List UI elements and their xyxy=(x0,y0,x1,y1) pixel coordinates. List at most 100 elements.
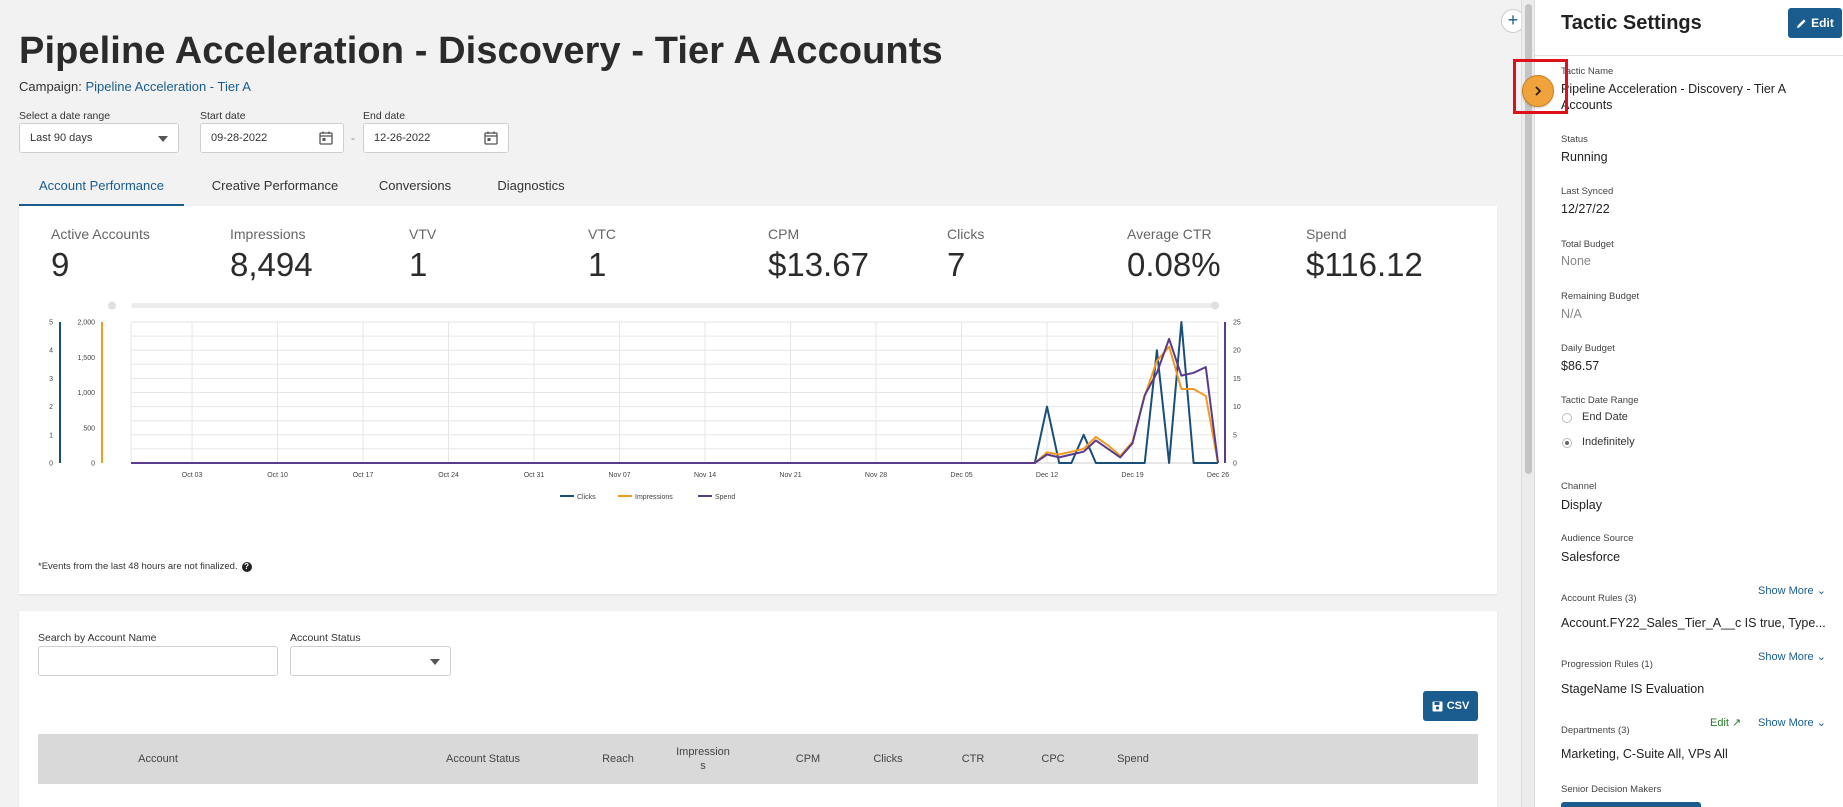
end-date-option[interactable]: End Date xyxy=(1582,411,1628,423)
departments-edit-link[interactable]: Edit ↗ xyxy=(1710,716,1741,729)
date-range-select[interactable]: Last 90 days xyxy=(19,123,179,153)
series-line-clicks xyxy=(131,321,1218,464)
start-date-value: 09-28-2022 xyxy=(211,132,268,144)
campaign-link[interactable]: Pipeline Acceleration - Tier A xyxy=(85,79,251,94)
column-header[interactable]: CTR xyxy=(961,753,985,765)
main-scrollbar[interactable] xyxy=(1521,0,1534,807)
account-rules-label: Account Rules (3) xyxy=(1561,593,1637,604)
show-more-label: Show More xyxy=(1758,717,1814,729)
x-tick-label: Oct 10 xyxy=(267,472,288,479)
metric-label: Average CTR xyxy=(1127,226,1212,242)
show-more-account-rules[interactable]: Show More ⌄ xyxy=(1758,584,1826,597)
tab-conversions[interactable]: Conversions xyxy=(378,178,452,193)
channel-value: Display xyxy=(1561,498,1602,512)
scrollbar-thumb[interactable] xyxy=(1525,4,1532,474)
metric-active-accounts: Active Accounts 9 xyxy=(51,226,150,284)
csv-export-button[interactable]: CSV xyxy=(1423,691,1478,721)
tab-creative-performance[interactable]: Creative Performance xyxy=(211,178,339,193)
spend-tick-label: 0 xyxy=(1233,461,1237,468)
column-header[interactable]: Account xyxy=(138,753,178,765)
range-slider-track xyxy=(131,303,1218,308)
metric-label: Active Accounts xyxy=(51,226,150,242)
start-date-input[interactable]: 09-28-2022 xyxy=(200,123,344,153)
last-synced-value: 12/27/22 xyxy=(1561,202,1610,216)
impressions-tick-label: 1,500 xyxy=(77,355,95,362)
column-header[interactable]: CPM xyxy=(795,753,821,765)
csv-label: CSV xyxy=(1446,700,1470,712)
tab-diagnostics[interactable]: Diagnostics xyxy=(497,178,565,193)
clicks-tick-label: 2 xyxy=(49,404,53,411)
column-header[interactable]: CPC xyxy=(1041,753,1065,765)
x-tick-label: Oct 17 xyxy=(353,472,374,479)
spend-tick-label: 15 xyxy=(1233,376,1241,383)
x-tick-label: Nov 07 xyxy=(608,472,630,479)
x-tick-label: Dec 12 xyxy=(1036,472,1058,479)
column-header[interactable]: Reach xyxy=(602,753,634,765)
remaining-budget-label: Remaining Budget xyxy=(1561,291,1640,302)
events-note: *Events from the last 48 hours are not f… xyxy=(38,561,252,572)
account-rules-value: Account.FY22_Sales_Tier_A__c IS true, Ty… xyxy=(1561,616,1826,630)
external-link-icon: ↗ xyxy=(1732,717,1742,729)
indefinitely-radio[interactable] xyxy=(1562,438,1572,448)
x-tick-label: Oct 24 xyxy=(438,472,459,479)
end-date-radio[interactable] xyxy=(1562,413,1572,423)
column-header[interactable]: Impression s xyxy=(676,746,730,772)
date-range-value: Last 90 days xyxy=(30,132,93,144)
calendar-icon[interactable] xyxy=(319,131,333,145)
metric-value: 9 xyxy=(51,246,70,283)
channel-label: Channel xyxy=(1561,481,1597,492)
column-header[interactable]: Spend xyxy=(1117,753,1149,765)
impressions-tick-label: 1,000 xyxy=(77,390,95,397)
end-date-value: 12-26-2022 xyxy=(374,132,431,144)
performance-chart: Oct 03 Oct 10 Oct 17 Oct 24 Oct 31 Nov 07 Nov … xyxy=(49,301,1241,501)
edit-button[interactable]: Edit xyxy=(1788,8,1842,38)
account-search-input[interactable] xyxy=(38,646,278,676)
tactic-name-label: Tactic Name xyxy=(1561,66,1614,77)
x-tick-label: Nov 28 xyxy=(865,472,887,479)
tab-account-performance[interactable]: Account Performance xyxy=(19,170,184,206)
progression-rules-value: StageName IS Evaluation xyxy=(1561,682,1705,696)
collapse-panel-button[interactable] xyxy=(1522,75,1554,107)
show-more-progression-rules[interactable]: Show More ⌄ xyxy=(1758,650,1826,663)
spend-tick-label: 20 xyxy=(1233,348,1241,355)
metric-cpm: CPM $13.67 xyxy=(768,226,869,284)
account-status-select[interactable] xyxy=(290,646,451,676)
question-icon[interactable]: ? xyxy=(241,561,252,572)
status-value: Running xyxy=(1561,150,1608,164)
panel-bottom-button[interactable] xyxy=(1561,802,1701,807)
save-icon xyxy=(1432,701,1443,711)
status-label: Status xyxy=(1561,134,1588,145)
date-range-label: Tactic Date Range xyxy=(1561,395,1639,406)
show-more-label: Show More xyxy=(1758,585,1814,597)
chevron-down-icon: ⌄ xyxy=(1816,585,1826,597)
metric-label: Spend xyxy=(1306,226,1347,242)
end-date-input[interactable]: 12-26-2022 xyxy=(363,123,509,153)
show-more-departments[interactable]: Show More ⌄ xyxy=(1758,716,1826,729)
main-content: Pipeline Acceleration - Discovery - Tier… xyxy=(19,30,1497,807)
accounts-table-header: Account Account Status Reach Impression … xyxy=(38,734,1478,784)
metric-vtc: VTC 1 xyxy=(588,226,616,284)
metric-value: 0.08% xyxy=(1127,246,1221,283)
accounts-card: Search by Account Name Account Status CS… xyxy=(19,611,1497,807)
clicks-tick-label: 3 xyxy=(49,376,53,383)
indefinitely-option[interactable]: Indefinitely xyxy=(1582,436,1635,448)
tab-bar: Account Performance Creative Performance… xyxy=(19,170,1497,206)
departments-edit-label: Edit xyxy=(1710,717,1729,729)
total-budget-value: None xyxy=(1561,254,1591,268)
clicks-tick-label: 5 xyxy=(49,320,53,327)
x-tick-label: Nov 14 xyxy=(694,472,716,479)
series-line-spend xyxy=(131,337,1219,464)
impressions-tick-label: 0 xyxy=(91,461,95,468)
x-tick-label: Oct 31 xyxy=(524,472,545,479)
column-header[interactable]: Account Status xyxy=(446,753,520,765)
metric-label: VTC xyxy=(588,226,616,242)
tactic-name-value: Pipeline Acceleration - Discovery - Tier… xyxy=(1561,82,1786,112)
campaign-label: Campaign: xyxy=(19,79,82,94)
metric-average-ctr: Average CTR 0.08% xyxy=(1127,226,1221,284)
column-header[interactable]: Clicks xyxy=(873,753,903,765)
page-title: Pipeline Acceleration - Discovery - Tier… xyxy=(19,30,943,72)
calendar-icon[interactable] xyxy=(484,131,498,145)
x-tick-label: Nov 21 xyxy=(779,472,801,479)
metric-label: CPM xyxy=(768,226,800,242)
departments-value: Marketing, C-Suite All, VPs All xyxy=(1561,747,1728,761)
